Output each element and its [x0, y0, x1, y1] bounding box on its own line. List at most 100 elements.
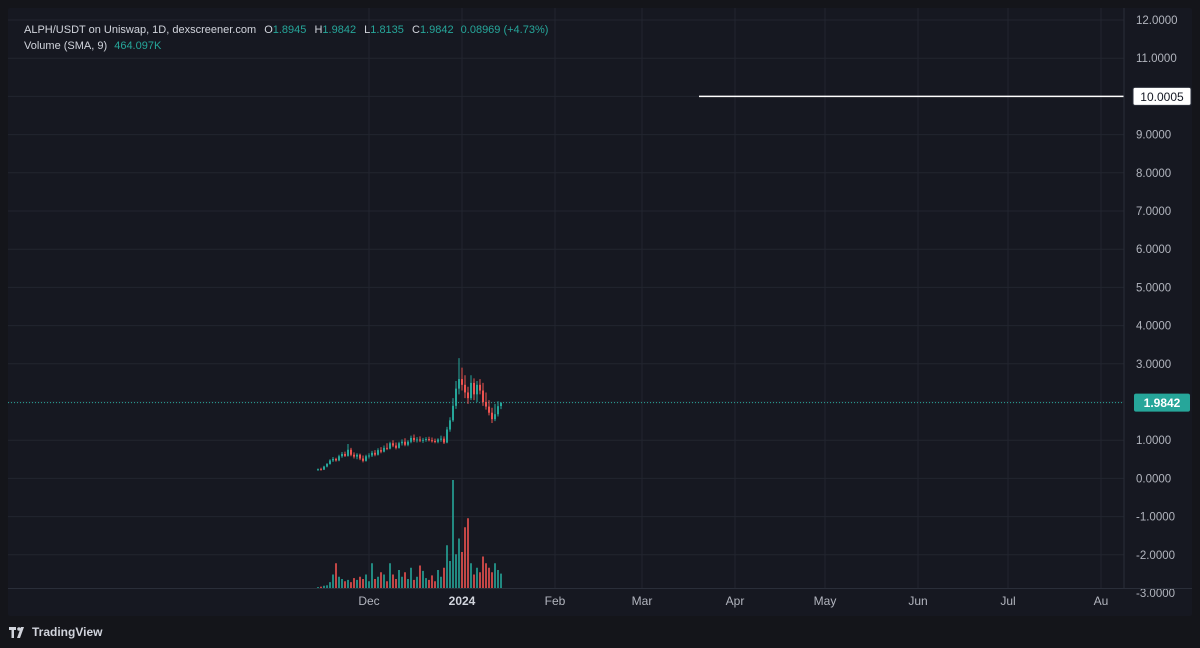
volume-bar: [497, 570, 499, 588]
candle-body: [332, 458, 334, 461]
volume-bar: [371, 563, 373, 588]
price-tick-label: 8.0000: [1136, 168, 1171, 180]
footer-bar: [0, 616, 1200, 648]
horizontal-line-label: 10.0005: [1140, 90, 1184, 104]
volume-bar: [446, 545, 448, 588]
time-tick-label: Feb: [545, 594, 566, 608]
candle-body: [347, 449, 349, 456]
volume-bar: [374, 579, 376, 588]
candle-body: [377, 450, 379, 455]
candle-body: [323, 466, 325, 470]
volume-bar: [476, 567, 478, 588]
volume-bar: [473, 574, 475, 588]
candle-body: [440, 438, 442, 440]
candle-body: [473, 382, 475, 395]
candle-body: [428, 439, 430, 441]
candle-body: [437, 439, 439, 442]
volume-bar: [455, 554, 457, 588]
candle-body: [443, 438, 445, 443]
low-key: L: [364, 24, 371, 36]
candle-body: [419, 439, 421, 441]
volume-bar: [398, 570, 400, 588]
candle-body: [485, 402, 487, 407]
candle-body: [500, 402, 502, 407]
volume-bar: [434, 581, 436, 588]
candle-body: [398, 443, 400, 448]
candle-body: [317, 469, 319, 471]
volume-bar: [437, 570, 439, 588]
volume-bar: [383, 574, 385, 588]
time-tick-label: May: [814, 594, 837, 608]
volume-bar: [386, 581, 388, 588]
candle-body: [476, 384, 478, 395]
volume-bar: [317, 587, 319, 588]
candle-body: [329, 460, 331, 464]
candle-body: [410, 437, 412, 442]
price-axis[interactable]: 12.000011.000010.00009.00008.00007.00006…: [1123, 8, 1192, 600]
volume-bar: [482, 556, 484, 588]
candle-body: [341, 453, 343, 457]
volume-bar: [452, 480, 454, 588]
volume-bar: [479, 572, 481, 588]
price-tick-label: 1.0000: [1136, 435, 1171, 447]
price-tick-label: 6.0000: [1136, 244, 1171, 256]
candle-body: [452, 405, 454, 421]
volume-bar: [365, 574, 367, 588]
candle-body: [353, 454, 355, 457]
price-tick-label: 9.0000: [1136, 130, 1171, 142]
candle-body: [401, 441, 403, 444]
time-tick-label: Jul: [1000, 594, 1015, 608]
volume-bar: [485, 563, 487, 588]
candle-body: [359, 454, 361, 459]
volume-bar: [347, 579, 349, 588]
volume-bar: [320, 586, 322, 588]
volume-bar: [413, 579, 415, 588]
volume-bars: [317, 480, 502, 588]
price-tick-label: 11.0000: [1136, 53, 1177, 65]
volume-bar: [458, 538, 460, 588]
candle-body: [383, 447, 385, 452]
candle-body: [488, 406, 490, 413]
volume-legend[interactable]: Volume (SMA, 9) 464.097K: [24, 39, 161, 53]
candle-body: [416, 439, 418, 441]
volume-bar: [416, 576, 418, 588]
symbol-title: ALPH/USDT on Uniswap, 1D, dexscreener.co…: [24, 24, 257, 36]
high-key: H: [314, 24, 323, 36]
time-tick-label: Mar: [632, 594, 653, 608]
candle-body: [470, 382, 472, 399]
volume-bar: [335, 563, 337, 588]
chart-panel[interactable]: 12.000011.000010.00009.00008.00007.00006…: [8, 8, 1192, 616]
symbol-legend[interactable]: ALPH/USDT on Uniswap, 1D, dexscreener.co…: [24, 23, 548, 37]
change-value: 0.08969 (+4.73%): [460, 24, 549, 36]
candle-body: [380, 450, 382, 452]
candle-body: [374, 452, 376, 455]
candle-body: [392, 443, 394, 446]
time-tick-label: Apr: [726, 594, 745, 608]
volume-bar: [353, 578, 355, 588]
volume-bar: [368, 581, 370, 588]
volume-bar: [494, 563, 496, 588]
grid-lines: [8, 8, 1124, 588]
price-tick-label: 12.0000: [1136, 15, 1178, 27]
open-value: 1.8945: [272, 24, 307, 36]
volume-bar: [395, 579, 397, 588]
candle-body: [482, 390, 484, 402]
horizontal-line-badge: [1132, 86, 1192, 106]
volume-bar: [461, 552, 463, 588]
volume-bar: [464, 527, 466, 588]
tradingview-logo[interactable]: TradingView: [9, 624, 102, 640]
volume-bar: [389, 563, 391, 588]
volume-bar: [359, 576, 361, 588]
low-value: 1.8135: [370, 24, 404, 36]
last-price-label: 1.9842: [1144, 396, 1181, 410]
candle-body: [395, 445, 397, 448]
volume-bar: [431, 575, 433, 588]
candlestick-chart[interactable]: 12.000011.000010.00009.00008.00007.00006…: [8, 8, 1192, 616]
candle-body: [320, 469, 322, 471]
price-tick-label: 4.0000: [1136, 321, 1171, 333]
time-tick-label: 2024: [449, 594, 476, 608]
candle-body: [386, 447, 388, 449]
time-axis[interactable]: Dec 2024 Feb Mar Apr May Jun Jul Au: [8, 588, 1192, 609]
volume-bar: [443, 567, 445, 588]
volume-bar: [491, 572, 493, 588]
